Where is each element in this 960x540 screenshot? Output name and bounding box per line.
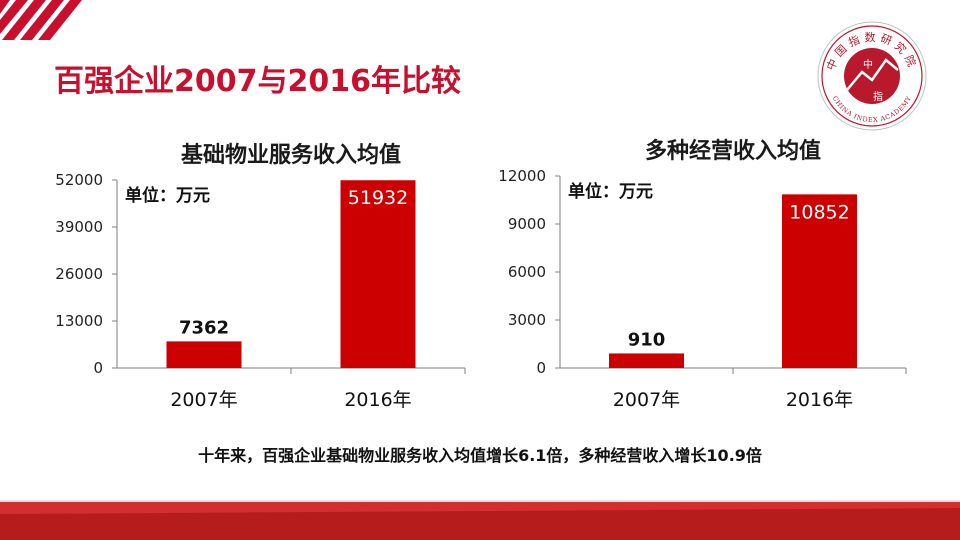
- bar-1: [609, 353, 684, 368]
- x-category-label: 2016年: [786, 389, 853, 411]
- y-tick-label: 0: [93, 359, 103, 377]
- x-category-label: 2016年: [344, 389, 411, 411]
- y-tick-label: 26000: [55, 265, 103, 283]
- chart-title: 基础物业服务收入均值: [181, 142, 401, 168]
- y-tick-label: 6000: [508, 263, 546, 281]
- bar-2: [782, 194, 857, 368]
- conclusion-text: 十年来，百强企业基础物业服务收入均值增长6.1倍，多种经营收入增长10.9倍: [198, 446, 762, 465]
- china-index-academy-logo: 中国指数研究院 CHINA INDEX ACADEMY 中 指: [817, 21, 927, 131]
- unit-label: 单位：万元: [568, 181, 653, 202]
- y-tick-label: 52000: [55, 171, 103, 189]
- logo-center-top: 中: [863, 58, 873, 71]
- x-category-label: 2007年: [170, 389, 237, 411]
- bottom-band-decoration: [0, 500, 960, 540]
- y-tick-label: 39000: [55, 218, 103, 236]
- bar-value-label: 910: [628, 329, 666, 350]
- bar-value-label: 7362: [179, 317, 229, 338]
- y-tick-label: 9000: [508, 215, 546, 233]
- y-tick-label: 3000: [508, 311, 546, 329]
- bar-2: [340, 180, 416, 368]
- unit-label: 单位：万元: [125, 185, 210, 206]
- chart-title: 多种经营收入均值: [645, 138, 821, 164]
- y-tick-label: 0: [536, 359, 546, 377]
- y-tick-label: 12000: [498, 167, 546, 185]
- bar-value-label: 51932: [348, 187, 408, 209]
- bar-1: [166, 341, 242, 368]
- page-title: 百强企业2007与2016年比较: [54, 64, 461, 99]
- corner-stripes-decoration: [0, 0, 82, 40]
- logo-center-bottom: 指: [873, 90, 883, 103]
- bar-value-label: 10852: [789, 201, 849, 223]
- x-category-label: 2007年: [613, 389, 680, 411]
- y-tick-label: 13000: [55, 312, 103, 330]
